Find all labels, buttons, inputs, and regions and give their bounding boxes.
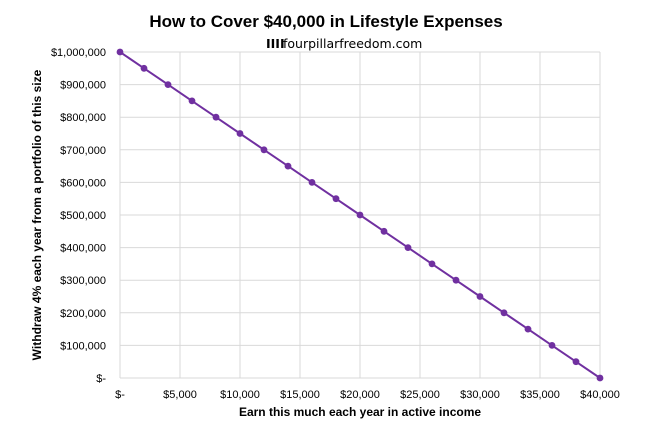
data-point	[260, 146, 268, 154]
x-tick-label: $15,000	[280, 389, 320, 401]
brand-mark: IIII	[266, 36, 285, 51]
x-tick-label: $30,000	[460, 389, 500, 401]
data-point	[188, 97, 196, 105]
x-tick-label: $35,000	[520, 389, 560, 401]
y-tick-label: $700,000	[60, 145, 106, 157]
data-point	[428, 260, 436, 268]
data-point	[572, 358, 580, 366]
data-point	[476, 293, 484, 300]
series-points	[116, 48, 604, 382]
chart-title: How to Cover $40,000 in Lifestyle Expens…	[149, 12, 502, 31]
y-axis-title: Withdraw 4% each year from a portfolio o…	[30, 69, 44, 360]
x-tick-label: $-	[115, 389, 125, 401]
data-point	[524, 325, 532, 333]
x-axis-title: Earn this much each year in active incom…	[239, 405, 481, 419]
gridlines	[119, 51, 601, 379]
data-point	[284, 162, 292, 170]
x-tick-label: $5,000	[163, 389, 197, 401]
data-point	[548, 342, 556, 349]
y-tick-label: $800,000	[60, 112, 106, 124]
x-axis-ticks: $- $5,000 $10,000 $15,000 $20,000 $25,000 $30,…	[115, 389, 620, 401]
data-point	[596, 374, 604, 382]
y-tick-label: $200,000	[60, 308, 106, 320]
y-tick-label: $500,000	[60, 210, 106, 222]
x-tick-label: $20,000	[340, 389, 380, 401]
y-tick-label: $-	[96, 373, 106, 385]
data-point	[236, 130, 244, 137]
x-tick-label: $25,000	[400, 389, 440, 401]
chart-subtitle: IIII fourpillarfreedom.com	[266, 36, 422, 51]
data-point	[356, 211, 364, 219]
y-axis-ticks: $- $100,000 $200,000 $300,000 $400,000 $500,0…	[51, 47, 106, 385]
y-tick-label: $600,000	[60, 177, 106, 189]
y-tick-label: $400,000	[60, 243, 106, 255]
data-point	[308, 179, 316, 186]
x-tick-label: $40,000	[580, 389, 620, 401]
y-tick-label: $1,000,000	[51, 47, 106, 59]
x-tick-label: $10,000	[220, 389, 260, 401]
data-point	[164, 81, 172, 88]
y-tick-label: $300,000	[60, 275, 106, 287]
data-point	[140, 64, 148, 72]
data-point	[116, 48, 124, 56]
y-tick-label: $900,000	[60, 80, 106, 92]
data-point	[404, 244, 412, 252]
data-point	[500, 309, 508, 317]
data-point	[452, 276, 460, 284]
data-point	[212, 113, 220, 121]
data-point	[332, 195, 340, 203]
data-point	[380, 227, 388, 235]
y-tick-label: $100,000	[60, 340, 106, 352]
chart-subtitle-text: fourpillarfreedom.com	[283, 36, 422, 51]
